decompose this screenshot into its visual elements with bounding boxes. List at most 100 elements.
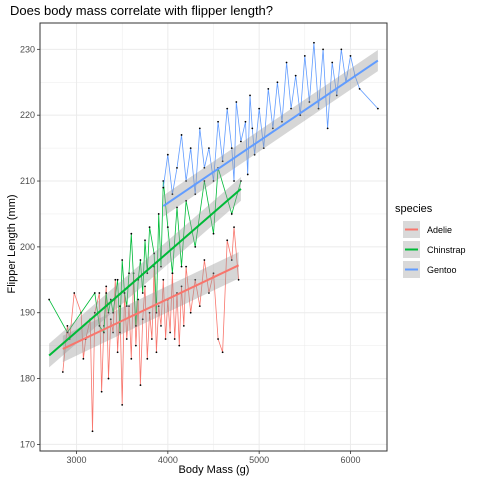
data-point-adelie	[208, 292, 210, 294]
data-point-adelie	[125, 338, 128, 340]
data-point-chinstrap	[230, 213, 233, 215]
data-point-chinstrap	[141, 292, 144, 294]
data-point-gentoo	[253, 153, 256, 156]
data-point-adelie	[114, 278, 117, 281]
series-line-gentoo	[162, 42, 379, 195]
fit-line-chinstrap	[48, 188, 242, 357]
y-tick-label: 170	[20, 439, 35, 449]
data-point-gentoo	[189, 147, 192, 150]
y-tick-label: 210	[20, 176, 35, 186]
y-tick-label: 190	[20, 308, 35, 318]
data-point-chinstrap	[148, 226, 151, 229]
x-tick-label: 4000	[158, 455, 178, 465]
data-point-gentoo	[194, 193, 197, 196]
legend-label-chinstrap: Chinstrap	[427, 245, 466, 255]
legend-title: species	[395, 203, 433, 215]
data-point-adelie	[66, 324, 69, 327]
data-point-adelie	[160, 324, 162, 327]
data-point-chinstrap	[103, 331, 105, 334]
data-point-adelie	[164, 338, 167, 340]
data-point-adelie	[137, 298, 140, 301]
data-point-gentoo	[258, 107, 261, 110]
plot-border	[39, 22, 388, 452]
data-point-gentoo	[281, 120, 283, 123]
y-tick-label: 180	[20, 374, 35, 384]
data-point-chinstrap	[153, 252, 156, 255]
chart-title: Does body mass correlate with flipper le…	[10, 3, 273, 18]
data-point-adelie	[180, 285, 183, 288]
data-point-gentoo	[176, 166, 178, 169]
data-point-chinstrap	[157, 213, 160, 215]
data-point-gentoo	[226, 107, 229, 110]
data-point-adelie	[134, 344, 137, 347]
legend-label-gentoo: Gentoo	[427, 265, 457, 275]
data-point-adelie	[217, 338, 219, 340]
data-point-gentoo	[162, 186, 165, 189]
data-point-adelie	[212, 272, 215, 275]
plot-panel: 3000 4000 5000 6000 170 180 190 200 210 220 230	[20, 22, 388, 465]
data-point-gentoo	[233, 180, 235, 182]
x-tick-label: 3000	[67, 455, 87, 465]
data-point-chinstrap	[98, 324, 101, 327]
data-point-adelie	[173, 338, 176, 340]
data-point-chinstrap	[155, 311, 158, 314]
data-point-gentoo	[262, 147, 265, 150]
data-point-gentoo	[230, 147, 233, 150]
data-point-adelie	[98, 292, 101, 294]
data-point-adelie	[107, 377, 110, 380]
data-point-adelie	[230, 259, 233, 261]
data-point-chinstrap	[121, 259, 124, 261]
x-tick-label: 5000	[249, 455, 269, 465]
data-point-chinstrap	[146, 272, 149, 275]
data-point-adelie	[130, 357, 133, 360]
data-point-chinstrap	[194, 245, 197, 248]
data-point-adelie	[121, 404, 124, 406]
data-point-chinstrap	[239, 180, 242, 182]
data-point-adelie	[226, 239, 229, 242]
data-point-adelie	[146, 357, 149, 360]
data-point-adelie	[148, 311, 151, 314]
data-point-gentoo	[246, 173, 249, 176]
data-point-chinstrap	[144, 239, 146, 242]
fit-line-gentoo	[162, 59, 379, 207]
data-point-chinstrap	[171, 272, 174, 275]
data-point-chinstrap	[109, 298, 112, 301]
data-point-chinstrap	[180, 265, 183, 268]
data-point-adelie	[203, 259, 206, 261]
data-point-gentoo	[313, 41, 315, 44]
x-tick-label: 6000	[340, 455, 360, 465]
data-point-gentoo	[180, 134, 183, 136]
data-point-gentoo	[290, 107, 293, 110]
data-point-adelie	[105, 285, 108, 288]
data-point-adelie	[194, 278, 197, 281]
data-point-adelie	[139, 384, 142, 387]
data-point-chinstrap	[93, 292, 96, 294]
data-point-gentoo	[166, 153, 169, 156]
data-point-chinstrap	[139, 259, 142, 261]
fit-line-adelie	[62, 264, 240, 350]
data-point-gentoo	[267, 87, 270, 90]
data-point-gentoo	[235, 101, 238, 103]
data-point-chinstrap	[48, 298, 51, 301]
data-point-gentoo	[331, 61, 334, 64]
data-point-chinstrap	[203, 180, 206, 182]
legend-label-adelie: Adelie	[427, 225, 452, 235]
data-point-gentoo	[326, 127, 329, 130]
data-point-gentoo	[249, 94, 251, 97]
data-point-adelie	[157, 305, 160, 308]
y-tick-label: 200	[20, 242, 35, 252]
data-point-adelie	[141, 318, 144, 321]
data-point-gentoo	[349, 55, 352, 57]
data-point-adelie	[144, 285, 146, 288]
data-point-adelie	[233, 226, 235, 229]
data-point-gentoo	[308, 101, 311, 103]
data-point-adelie	[116, 351, 119, 354]
data-point-chinstrap	[123, 292, 126, 294]
data-point-gentoo	[239, 140, 242, 143]
data-point-gentoo	[303, 55, 306, 57]
data-point-chinstrap	[176, 206, 178, 209]
data-point-chinstrap	[160, 265, 162, 268]
y-tick-label: 220	[20, 110, 35, 120]
data-point-gentoo	[299, 114, 302, 117]
